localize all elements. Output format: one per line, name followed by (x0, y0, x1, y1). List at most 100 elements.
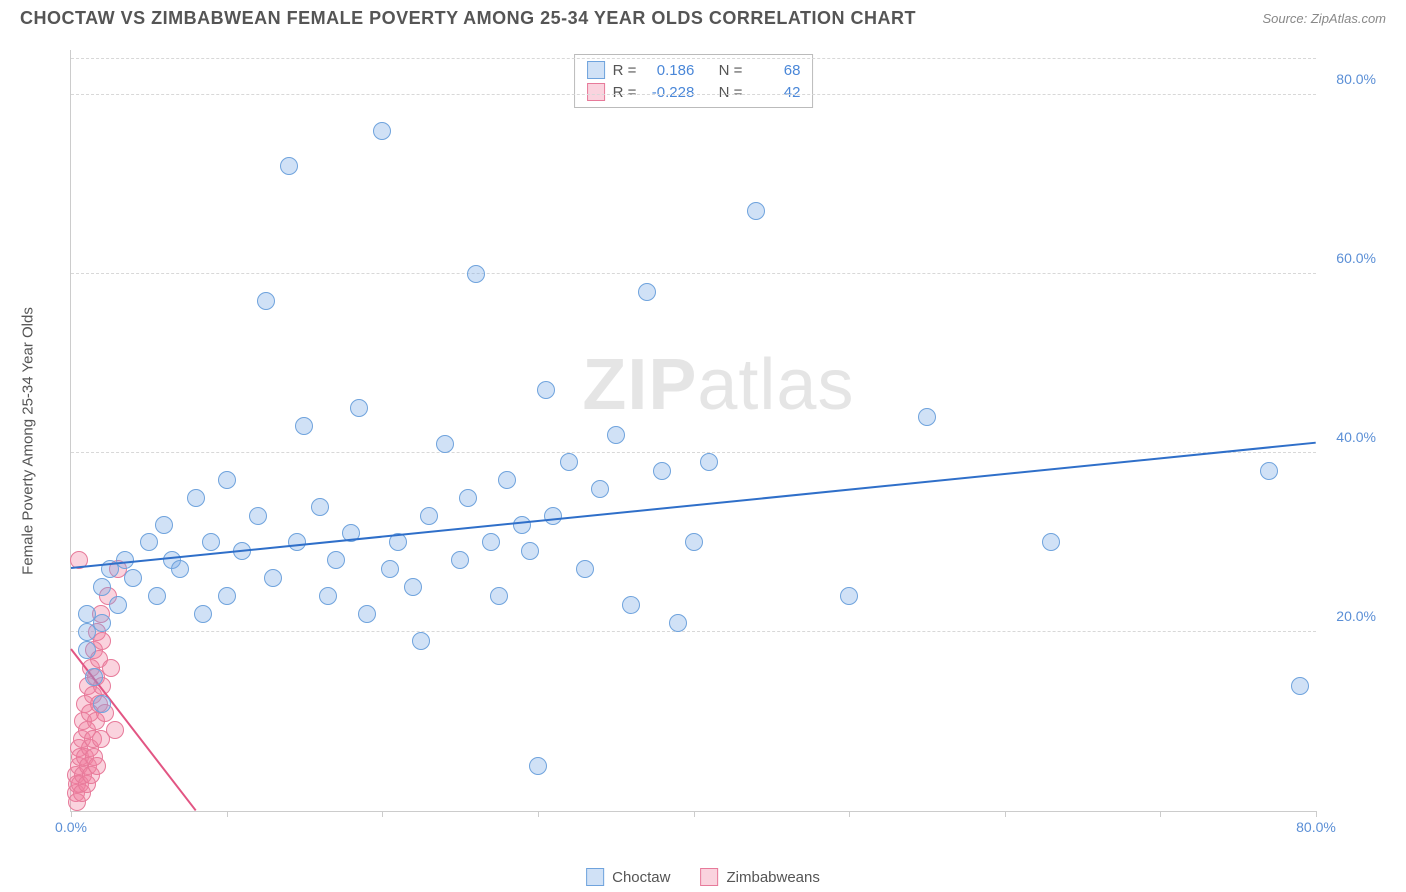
xtick (849, 811, 850, 817)
chart-container: Female Poverty Among 25-34 Year Olds ZIP… (48, 50, 1386, 832)
data-point-choctaw (459, 489, 477, 507)
n-label: N = (719, 62, 743, 79)
swatch-choctaw (587, 61, 605, 79)
series-legend: Choctaw Zimbabweans (586, 868, 820, 886)
swatch-zimbabweans (700, 868, 718, 886)
data-point-choctaw (257, 292, 275, 310)
swatch-zimbabweans (587, 83, 605, 101)
data-point-choctaw (653, 462, 671, 480)
data-point-choctaw (498, 471, 516, 489)
xtick-label-left: 0.0% (55, 819, 87, 835)
data-point-choctaw (436, 435, 454, 453)
data-point-choctaw (537, 381, 555, 399)
legend-label-choctaw: Choctaw (612, 869, 670, 886)
data-point-choctaw (264, 569, 282, 587)
data-point-choctaw (412, 632, 430, 650)
data-point-zimbabweans (102, 659, 120, 677)
y-axis-label: Female Poverty Among 25-34 Year Olds (20, 307, 37, 575)
r-label: R = (613, 62, 637, 79)
legend-item-zimbabweans: Zimbabweans (700, 868, 819, 886)
data-point-choctaw (358, 605, 376, 623)
data-point-choctaw (622, 596, 640, 614)
n-value-zimbabweans: 42 (750, 84, 800, 101)
legend-row-zimbabweans: R = -0.228 N = 42 (587, 81, 801, 103)
r-value-choctaw: 0.186 (644, 62, 694, 79)
data-point-choctaw (85, 668, 103, 686)
data-point-choctaw (350, 399, 368, 417)
gridline (71, 631, 1316, 632)
n-value-choctaw: 68 (750, 62, 800, 79)
data-point-choctaw (93, 614, 111, 632)
data-point-zimbabweans (88, 757, 106, 775)
xtick (1005, 811, 1006, 817)
data-point-choctaw (404, 578, 422, 596)
ytick-label: 40.0% (1336, 429, 1376, 445)
data-point-choctaw (288, 533, 306, 551)
watermark-zip: ZIP (582, 345, 697, 425)
data-point-choctaw (544, 507, 562, 525)
xtick-label-right: 80.0% (1296, 819, 1336, 835)
n-label: N = (719, 84, 743, 101)
legend-row-choctaw: R = 0.186 N = 68 (587, 59, 801, 81)
data-point-choctaw (467, 265, 485, 283)
data-point-choctaw (280, 157, 298, 175)
ytick-label: 80.0% (1336, 71, 1376, 87)
data-point-choctaw (93, 578, 111, 596)
data-point-choctaw (124, 569, 142, 587)
xtick (694, 811, 695, 817)
data-point-choctaw (529, 757, 547, 775)
data-point-choctaw (451, 551, 469, 569)
data-point-choctaw (109, 596, 127, 614)
data-point-choctaw (319, 587, 337, 605)
swatch-choctaw (586, 868, 604, 886)
data-point-choctaw (669, 614, 687, 632)
data-point-choctaw (685, 533, 703, 551)
data-point-choctaw (148, 587, 166, 605)
data-point-choctaw (155, 516, 173, 534)
legend-item-choctaw: Choctaw (586, 868, 670, 886)
data-point-choctaw (490, 587, 508, 605)
xtick (227, 811, 228, 817)
r-label: R = (613, 84, 637, 101)
data-point-choctaw (381, 560, 399, 578)
xtick (1316, 811, 1317, 817)
xtick (538, 811, 539, 817)
watermark-atlas: atlas (697, 345, 854, 425)
data-point-choctaw (918, 408, 936, 426)
data-point-choctaw (171, 560, 189, 578)
data-point-choctaw (521, 542, 539, 560)
data-point-choctaw (482, 533, 500, 551)
data-point-choctaw (249, 507, 267, 525)
data-point-choctaw (1291, 677, 1309, 695)
data-point-choctaw (560, 453, 578, 471)
data-point-choctaw (513, 516, 531, 534)
gridline (71, 273, 1316, 274)
data-point-choctaw (194, 605, 212, 623)
data-point-choctaw (1042, 533, 1060, 551)
data-point-choctaw (93, 695, 111, 713)
xtick (71, 811, 72, 817)
xtick (1160, 811, 1161, 817)
data-point-choctaw (576, 560, 594, 578)
data-point-choctaw (638, 283, 656, 301)
chart-title: CHOCTAW VS ZIMBABWEAN FEMALE POVERTY AMO… (20, 8, 916, 29)
data-point-choctaw (295, 417, 313, 435)
r-value-zimbabweans: -0.228 (644, 84, 694, 101)
plot-area: ZIPatlas R = 0.186 N = 68 R = -0.228 N =… (70, 50, 1316, 812)
ytick-label: 20.0% (1336, 608, 1376, 624)
data-point-choctaw (1260, 462, 1278, 480)
data-point-choctaw (700, 453, 718, 471)
data-point-choctaw (840, 587, 858, 605)
gridline (71, 58, 1316, 59)
data-point-choctaw (202, 533, 220, 551)
gridline (71, 452, 1316, 453)
watermark: ZIPatlas (582, 344, 854, 426)
gridline (71, 94, 1316, 95)
legend-label-zimbabweans: Zimbabweans (726, 869, 819, 886)
data-point-choctaw (218, 471, 236, 489)
ytick-label: 60.0% (1336, 250, 1376, 266)
data-point-choctaw (187, 489, 205, 507)
data-point-choctaw (607, 426, 625, 444)
data-point-zimbabweans (106, 721, 124, 739)
data-point-choctaw (747, 202, 765, 220)
